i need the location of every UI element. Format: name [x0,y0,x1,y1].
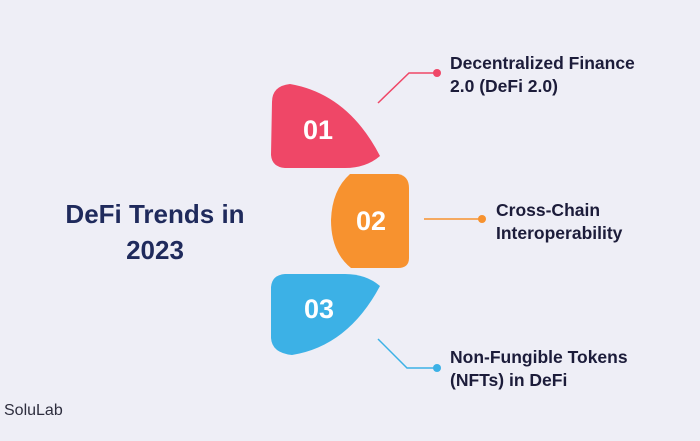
segment-01-label-line-1: Decentralized Finance [450,53,635,73]
segment-01-label-line-2: 2.0 (DeFi 2.0) [450,76,558,96]
connector-01 [377,69,441,104]
diagram-title: DeFi Trends in 2023 [40,196,270,268]
connector-02 [424,215,486,223]
segment-02-label: Cross-Chain Interoperability [496,199,622,245]
segment-03-shape [271,274,380,355]
segment-01-label: Decentralized Finance 2.0 (DeFi 2.0) [450,52,635,98]
segment-03-label: Non-Fungible Tokens (NFTs) in DeFi [450,346,628,392]
brand-logo-text: SoluLab [4,402,63,419]
segment-03-number: 03 [304,294,334,324]
segment-02-shape [331,174,409,268]
segment-01-shape [271,84,380,168]
connector-03 [377,338,441,372]
segment-02-label-line-1: Cross-Chain [496,200,601,220]
segment-02-label-line-2: Interoperability [496,223,623,243]
title-line-2: 2023 [126,235,184,265]
title-line-1: DeFi Trends in [65,199,245,229]
segment-03-label-line-2: (NFTs) in DeFi [450,370,568,390]
segment-02-number: 02 [356,206,386,236]
segment-01-number: 01 [303,115,333,145]
segment-03-label-line-1: Non-Fungible Tokens [450,347,628,367]
